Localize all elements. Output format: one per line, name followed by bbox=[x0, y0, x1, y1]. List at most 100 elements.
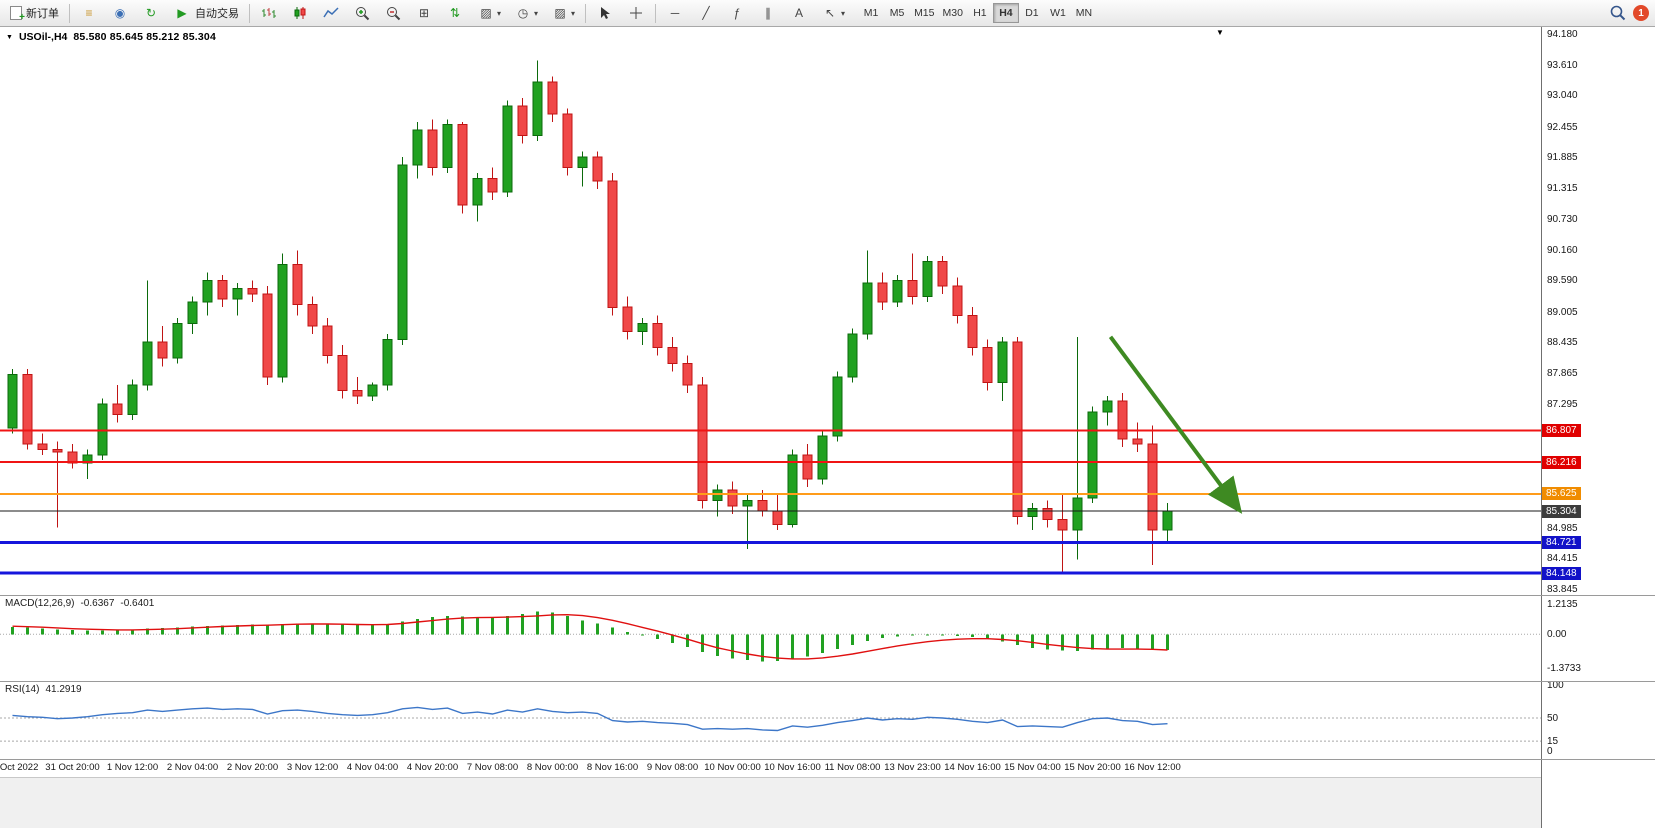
rsi-svg[interactable] bbox=[0, 681, 1541, 759]
rsi-label: RSI(14) 41.2919 bbox=[5, 684, 82, 695]
text-tool-icon: A bbox=[795, 6, 804, 20]
window-bottom-area bbox=[0, 777, 1541, 828]
timeframe-H1[interactable]: H1 bbox=[973, 7, 987, 19]
price-axis-label: 91.885 bbox=[1547, 152, 1578, 164]
rsi-axis-label: 100 bbox=[1547, 679, 1564, 691]
price-axis-label: 83.845 bbox=[1547, 583, 1578, 595]
tile-windows-button[interactable]: ⊞ bbox=[409, 2, 439, 24]
fibonacci-tool-button[interactable]: ƒ bbox=[722, 2, 752, 24]
bar-chart-icon bbox=[260, 4, 278, 22]
timeframe-D1[interactable]: D1 bbox=[1025, 7, 1039, 19]
navigator-button[interactable]: ◉ bbox=[105, 2, 135, 24]
market-watch-button[interactable]: ≡ bbox=[74, 2, 104, 24]
price-axis-label: 87.865 bbox=[1547, 368, 1578, 379]
time-axis-label: 8 Nov 16:00 bbox=[586, 762, 639, 773]
price-axis-label: 89.005 bbox=[1547, 306, 1578, 318]
search-icon[interactable] bbox=[1609, 4, 1627, 22]
crosshair-icon bbox=[627, 4, 645, 22]
price-axis: 94.180 93.610 93.040 92.455 91.885 91.315 90.7… bbox=[1542, 27, 1655, 595]
timeframe-MN[interactable]: MN bbox=[1075, 7, 1093, 19]
time-axis-label: 4 Nov 20:00 bbox=[406, 762, 459, 773]
rsi-value: 41.2919 bbox=[45, 684, 82, 695]
price-axis-label: 90.160 bbox=[1547, 244, 1578, 256]
line-chart-icon bbox=[322, 4, 340, 22]
chart-title: ▼ USOil-,H4 85.580 85.645 85.212 85.304 bbox=[6, 31, 216, 43]
time-axis-label: 15 Nov 20:00 bbox=[1064, 762, 1121, 773]
refresh-button[interactable]: ↻ bbox=[136, 2, 166, 24]
main-toolbar: + 新订单 ≡ ◉ ↻ ▶ 自动交易 ⊞ bbox=[0, 0, 1655, 27]
arrange-indicators-button[interactable]: ⇅ bbox=[440, 2, 470, 24]
template-dropdown[interactable]: ▨ ▾ bbox=[545, 2, 581, 24]
price-chart-svg[interactable] bbox=[0, 27, 1541, 595]
scroll-to-end-marker[interactable]: ▼ bbox=[1216, 28, 1224, 37]
bar-chart-mode-button[interactable] bbox=[254, 2, 284, 24]
price-level-badge: 85.304 bbox=[1542, 504, 1581, 518]
price-axis-label: 91.315 bbox=[1547, 182, 1578, 194]
chevron-down-icon: ▾ bbox=[841, 8, 846, 18]
trendline-tool-button[interactable]: ╱ bbox=[691, 2, 721, 24]
rsi-axis: 100 50 15 0 bbox=[1542, 679, 1655, 759]
market-watch-icon: ≡ bbox=[85, 6, 93, 20]
new-order-label: 新订单 bbox=[26, 8, 59, 20]
notification-badge[interactable]: 1 bbox=[1633, 5, 1649, 21]
time-axis-label: 7 Nov 08:00 bbox=[466, 762, 519, 773]
period-dropdown[interactable]: ◷ ▾ bbox=[508, 2, 544, 24]
chart-window: ▼ USOil-,H4 85.580 85.645 85.212 85.304 … bbox=[0, 27, 1655, 828]
timeframe-W1[interactable]: W1 bbox=[1050, 7, 1066, 19]
arrow-tool-button[interactable]: ↖ ▾ bbox=[815, 2, 851, 24]
line-chart-mode-button[interactable] bbox=[316, 2, 346, 24]
new-order-button[interactable]: + 新订单 bbox=[4, 2, 65, 24]
collapse-icon[interactable]: ▼ bbox=[6, 33, 13, 41]
chevron-down-icon: ▾ bbox=[571, 8, 576, 18]
timeframe-H4[interactable]: H4 bbox=[992, 3, 1019, 23]
macd-name: MACD(12,26,9) bbox=[5, 598, 75, 609]
cursor-tool-button[interactable] bbox=[590, 2, 620, 24]
timeframe-M1[interactable]: M1 bbox=[863, 7, 879, 19]
macd-axis-label: 0.00 bbox=[1547, 628, 1567, 640]
price-axis-label: 93.610 bbox=[1547, 59, 1578, 71]
time-axis-label: 4 Nov 04:00 bbox=[346, 762, 399, 773]
text-tool-button[interactable]: A bbox=[784, 2, 814, 24]
price-axis-label: 87.295 bbox=[1547, 398, 1578, 410]
candlestick-icon bbox=[291, 4, 309, 22]
panel-separator[interactable] bbox=[0, 595, 1655, 596]
time-axis-label: 10 Nov 00:00 bbox=[704, 762, 761, 773]
time-axis-label: 31 Oct 20:00 bbox=[45, 762, 100, 773]
time-axis-label: 2 Nov 20:00 bbox=[226, 762, 279, 773]
autotrading-button[interactable]: ▶ 自动交易 bbox=[167, 2, 245, 24]
time-axis-label: 2 Nov 04:00 bbox=[166, 762, 219, 773]
zoom-out-button[interactable] bbox=[378, 2, 408, 24]
timeframe-M30[interactable]: M30 bbox=[942, 7, 963, 19]
rsi-panel[interactable]: RSI(14) 41.2919 bbox=[0, 681, 1541, 759]
horizontal-line-tool-button[interactable]: ─ bbox=[660, 2, 690, 24]
axis-column[interactable]: 94.180 93.610 93.040 92.455 91.885 91.315 90.7… bbox=[1542, 27, 1655, 828]
macd-value-signal: -0.6401 bbox=[120, 598, 155, 609]
timeframe-M5[interactable]: M5 bbox=[889, 7, 905, 19]
time-axis-label: 1 Nov 12:00 bbox=[106, 762, 159, 773]
zoom-out-icon bbox=[384, 4, 402, 22]
rsi-name: RSI(14) bbox=[5, 684, 40, 695]
price-panel[interactable]: ▼ USOil-,H4 85.580 85.645 85.212 85.304 … bbox=[0, 27, 1541, 595]
time-axis[interactable]: 31 Oct 2022 31 Oct 20:00 1 Nov 12:00 2 Nov … bbox=[0, 759, 1541, 777]
macd-panel[interactable]: MACD(12,26,9) -0.6367 -0.6401 bbox=[0, 595, 1541, 681]
macd-axis-label: -1.3733 bbox=[1547, 662, 1581, 674]
macd-svg[interactable] bbox=[0, 595, 1541, 681]
new-chart-dropdown[interactable]: ▨ ▾ bbox=[471, 2, 507, 24]
timeframe-M15[interactable]: M15 bbox=[914, 7, 935, 19]
price-axis-label: 84.985 bbox=[1547, 522, 1578, 534]
toolbar-separator bbox=[249, 3, 250, 23]
channel-tool-button[interactable]: ∥ bbox=[753, 2, 783, 24]
zoom-in-button[interactable] bbox=[347, 2, 377, 24]
macd-axis-label: 1.2135 bbox=[1547, 599, 1578, 610]
crosshair-tool-button[interactable] bbox=[621, 2, 651, 24]
new-chart-icon: ▨ bbox=[480, 6, 492, 20]
chevron-down-icon: ▾ bbox=[534, 8, 539, 18]
tile-windows-icon: ⊞ bbox=[418, 6, 430, 20]
panel-separator[interactable] bbox=[0, 681, 1655, 682]
toolbar-separator bbox=[655, 3, 657, 23]
fibonacci-icon: ƒ bbox=[733, 6, 741, 20]
time-axis-label: 3 Nov 12:00 bbox=[286, 762, 339, 773]
trendline-icon: ╱ bbox=[702, 6, 710, 20]
time-axis-label: 31 Oct 2022 bbox=[0, 762, 39, 773]
candlestick-mode-button[interactable] bbox=[285, 2, 315, 24]
